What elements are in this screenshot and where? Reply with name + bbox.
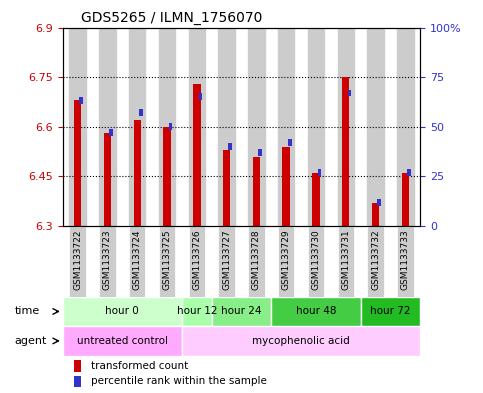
Bar [397, 226, 413, 297]
Bar [199, 94, 202, 101]
Text: hour 72: hour 72 [370, 307, 411, 316]
Bar [218, 28, 235, 226]
Text: hour 48: hour 48 [296, 307, 336, 316]
Text: GSM1133726: GSM1133726 [192, 230, 201, 290]
Bar [278, 28, 294, 226]
Bar [189, 28, 205, 226]
Bar [99, 28, 115, 226]
Text: time: time [14, 307, 40, 316]
Bar [63, 326, 182, 356]
Bar [248, 226, 265, 297]
Text: GSM1133729: GSM1133729 [282, 230, 291, 290]
Bar [368, 28, 384, 226]
Bar [99, 226, 115, 297]
Bar [407, 169, 411, 176]
Bar [169, 123, 172, 130]
Bar [313, 173, 320, 226]
Text: GSM1133732: GSM1133732 [371, 230, 380, 290]
Text: GSM1133723: GSM1133723 [103, 230, 112, 290]
Bar [109, 129, 113, 136]
Bar [402, 173, 409, 226]
Bar [397, 28, 413, 226]
Bar [63, 297, 182, 326]
Bar [223, 150, 230, 226]
Bar [70, 28, 86, 226]
Text: hour 0: hour 0 [105, 307, 139, 316]
Text: GSM1133724: GSM1133724 [133, 230, 142, 290]
Bar [73, 376, 81, 387]
Text: agent: agent [14, 336, 47, 346]
Bar [248, 28, 265, 226]
Text: GSM1133730: GSM1133730 [312, 230, 320, 290]
Text: GSM1133728: GSM1133728 [252, 230, 261, 290]
Bar [80, 97, 83, 105]
Text: GSM1133731: GSM1133731 [341, 230, 350, 290]
Bar [134, 120, 141, 226]
Bar [288, 139, 292, 146]
Bar [368, 226, 384, 297]
Bar [342, 77, 349, 226]
Bar [182, 326, 420, 356]
Bar [139, 109, 142, 116]
Bar [182, 297, 212, 326]
Bar [338, 28, 354, 226]
Text: hour 12: hour 12 [177, 307, 217, 316]
Bar [308, 28, 324, 226]
Bar [212, 297, 271, 326]
Bar [278, 226, 294, 297]
Bar [377, 199, 381, 206]
Bar [271, 297, 361, 326]
Bar [189, 226, 205, 297]
Text: transformed count: transformed count [91, 362, 189, 371]
Bar [308, 226, 324, 297]
Bar [129, 226, 145, 297]
Bar [159, 226, 175, 297]
Text: GSM1133727: GSM1133727 [222, 230, 231, 290]
Bar [159, 28, 175, 226]
Bar [228, 143, 232, 150]
Bar [338, 226, 354, 297]
Text: GSM1133725: GSM1133725 [163, 230, 171, 290]
Bar [193, 84, 200, 226]
Bar [74, 100, 81, 226]
Bar [104, 133, 111, 226]
Bar [258, 149, 262, 156]
Bar [318, 169, 321, 176]
Bar [253, 156, 260, 226]
Text: mycophenolic acid: mycophenolic acid [252, 336, 350, 346]
Text: GSM1133733: GSM1133733 [401, 230, 410, 290]
Bar [348, 90, 351, 96]
Bar [163, 127, 170, 226]
Text: hour 24: hour 24 [221, 307, 262, 316]
Text: untreated control: untreated control [77, 336, 168, 346]
Bar [129, 28, 145, 226]
Bar [73, 360, 81, 372]
Text: percentile rank within the sample: percentile rank within the sample [91, 376, 267, 386]
Text: GSM1133722: GSM1133722 [73, 230, 82, 290]
Bar [218, 226, 235, 297]
Bar [70, 226, 86, 297]
Text: GDS5265 / ILMN_1756070: GDS5265 / ILMN_1756070 [81, 11, 262, 25]
Bar [283, 147, 290, 226]
Bar [372, 203, 379, 226]
Bar [361, 297, 420, 326]
